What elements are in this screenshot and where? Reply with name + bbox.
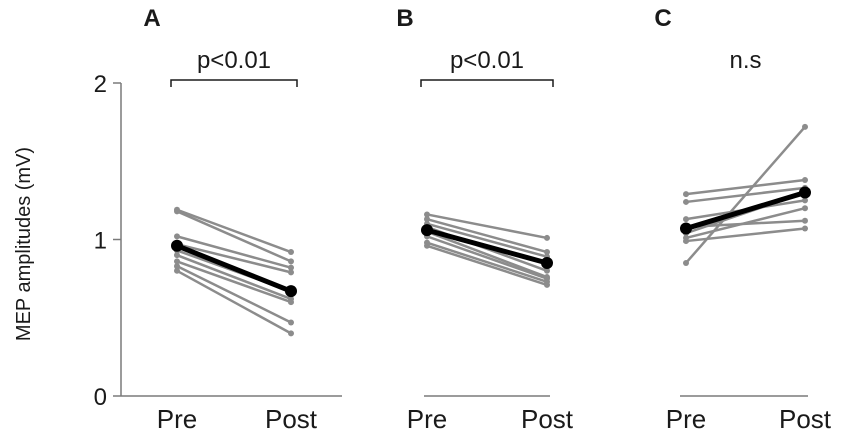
panel-b-subject-point-post-2 bbox=[544, 249, 550, 256]
panel-a-x-label-post: Post bbox=[265, 404, 318, 434]
panel-b-subject-line-3 bbox=[426, 222, 548, 258]
panel-c-x-label-pre: Pre bbox=[666, 404, 706, 434]
panel-b-subject-point-post-1 bbox=[544, 234, 550, 241]
panel-c-subject-point-post-5 bbox=[802, 217, 808, 224]
panel-c-significance-label: n.s bbox=[729, 47, 761, 74]
y-tick-label-2: 2 bbox=[94, 71, 107, 98]
panel-a-subject-point-pre-8 bbox=[174, 263, 180, 270]
panel-b-subject-point-pre-1 bbox=[424, 211, 430, 218]
y-tick-label-0: 0 bbox=[94, 384, 107, 411]
panel-a-significance-label: p<0.01 bbox=[197, 47, 271, 74]
panel-a-subject-line-4 bbox=[176, 242, 292, 274]
panel-a-subject-line-2 bbox=[176, 210, 292, 263]
panel-c-label: C bbox=[654, 5, 671, 32]
panel-a-subject-point-post-9 bbox=[288, 330, 294, 337]
panel-c-mean-point-pre bbox=[680, 222, 692, 235]
y-tick-label-1: 1 bbox=[94, 228, 107, 255]
panel-a-x-label-pre: Pre bbox=[157, 404, 197, 434]
panel-a-subject-line-3 bbox=[176, 235, 292, 269]
panel-b-subject-line-6 bbox=[426, 235, 548, 280]
panel-c-subject-line-7 bbox=[685, 206, 806, 240]
panel-b-mean-point-pre bbox=[421, 224, 433, 237]
panel-a-subject-line-1 bbox=[176, 208, 292, 254]
panel-c-subject-line-2 bbox=[685, 178, 806, 196]
panel-c-subject-point-pre-4 bbox=[683, 216, 689, 223]
panel-a-subject-line-7 bbox=[176, 260, 292, 304]
panel-a-subject-point-pre-2 bbox=[174, 208, 180, 215]
panel-a-subject-point-pre-3 bbox=[174, 233, 180, 240]
panel-a-subject-point-post-3 bbox=[288, 264, 294, 271]
panel-b-significance-bracket bbox=[420, 79, 554, 87]
panel-a-mean-line bbox=[176, 243, 292, 294]
panel-a-subject-line-8 bbox=[176, 264, 292, 324]
panel-c-subject-point-pre-2 bbox=[683, 191, 689, 198]
panel-b-subject-point-post-4 bbox=[544, 267, 550, 274]
panel-c-mean-point-post bbox=[799, 186, 811, 199]
panel-a-subject-point-post-1 bbox=[288, 249, 294, 256]
panel-b-subject-line-5 bbox=[426, 230, 548, 279]
panel-a-subject-point-post-2 bbox=[288, 258, 294, 265]
panel-a-subject-point-pre-7 bbox=[174, 258, 180, 265]
panel-a-mean-point-pre bbox=[171, 239, 183, 252]
panel-b-significance-label: p<0.01 bbox=[450, 47, 524, 74]
panel-b-x-label-post: Post bbox=[521, 404, 574, 434]
panel-a-subject-line-6 bbox=[176, 253, 292, 301]
panel-b-label: B bbox=[396, 5, 413, 32]
panel-a-subject-point-post-8 bbox=[288, 319, 294, 326]
panel-b-subject-point-pre-2 bbox=[424, 216, 430, 223]
panel-c-subject-point-post-8 bbox=[802, 225, 808, 232]
panel-a-label: A bbox=[143, 5, 160, 32]
panel-b-mean-line bbox=[426, 227, 548, 266]
panel-b-subject-line-2 bbox=[426, 217, 548, 254]
panel-a-significance-bracket bbox=[170, 79, 298, 87]
panel-c-subject-point-post-7 bbox=[802, 205, 808, 212]
panel-a-subject-point-pre-9 bbox=[174, 267, 180, 274]
panel-c-subject-line-8 bbox=[685, 227, 806, 243]
panel-c-subject-point-pre-3 bbox=[683, 198, 689, 205]
panel-c-subject-line-3 bbox=[685, 186, 806, 204]
panel-b-subject-point-post-8 bbox=[544, 281, 550, 288]
panel-a-subject-point-post-4 bbox=[288, 269, 294, 276]
panel-c-subject-point-pre-8 bbox=[683, 238, 689, 245]
panel-a-subject-point-post-7 bbox=[288, 299, 294, 306]
panel-a-subject-point-pre-6 bbox=[174, 252, 180, 259]
y-axis-label: MEP amplitudes (mV) bbox=[13, 147, 35, 341]
panel-b-subject-line-7 bbox=[426, 241, 548, 283]
panel-c-subject-point-post-4 bbox=[802, 197, 808, 204]
panel-a-mean-point-post bbox=[285, 285, 297, 298]
panel-c-x-label-post: Post bbox=[779, 404, 832, 434]
panel-c-mean-line bbox=[685, 190, 806, 231]
panel-c-subject-point-post-2 bbox=[802, 177, 808, 184]
panel-c-subject-point-post-1 bbox=[802, 123, 808, 130]
panel-b-subject-point-pre-8 bbox=[424, 242, 430, 249]
panel-a-subject-line-9 bbox=[176, 269, 292, 335]
panel-b-x-label-pre: Pre bbox=[407, 404, 447, 434]
panel-b-subject-line-8 bbox=[426, 244, 548, 287]
panel-b-mean-point-post bbox=[541, 256, 553, 269]
panel-c-subject-point-pre-1 bbox=[683, 259, 689, 266]
panel-b-subject-line-1 bbox=[426, 213, 548, 240]
